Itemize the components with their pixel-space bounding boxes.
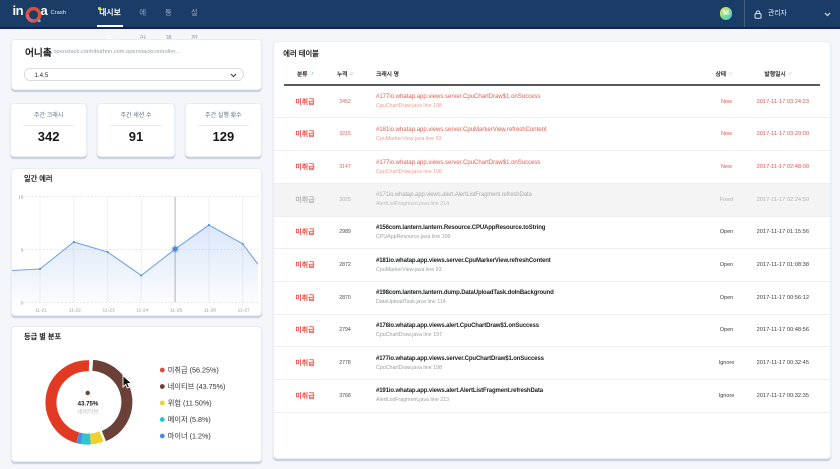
svg-text:위험 (11.50%): 위험 (11.50%) [168, 399, 212, 408]
svg-text:11-21: 11-21 [35, 307, 47, 313]
svg-text:메이저 (5.8%): 메이저 (5.8%) [168, 415, 211, 424]
svg-text:11-22: 11-22 [69, 307, 81, 313]
svg-text:9: 9 [21, 247, 24, 253]
svg-text:18: 18 [18, 194, 24, 200]
svg-text:11-23: 11-23 [103, 307, 115, 313]
svg-text:0: 0 [21, 300, 24, 306]
svg-text:11-26: 11-26 [204, 307, 216, 313]
svg-text:마이너 (1.2%): 마이너 (1.2%) [168, 432, 211, 441]
svg-text:11-25: 11-25 [170, 307, 182, 313]
svg-text:네이티브: 네이티브 [77, 408, 99, 416]
svg-text:11-24: 11-24 [136, 307, 148, 313]
svg-text:미취급 (56.25%): 미취급 (56.25%) [168, 366, 219, 375]
svg-text:11-27: 11-27 [238, 307, 250, 313]
svg-text:43.75%: 43.75% [78, 401, 99, 408]
svg-text:네이티브 (43.75%): 네이티브 (43.75%) [168, 382, 226, 391]
